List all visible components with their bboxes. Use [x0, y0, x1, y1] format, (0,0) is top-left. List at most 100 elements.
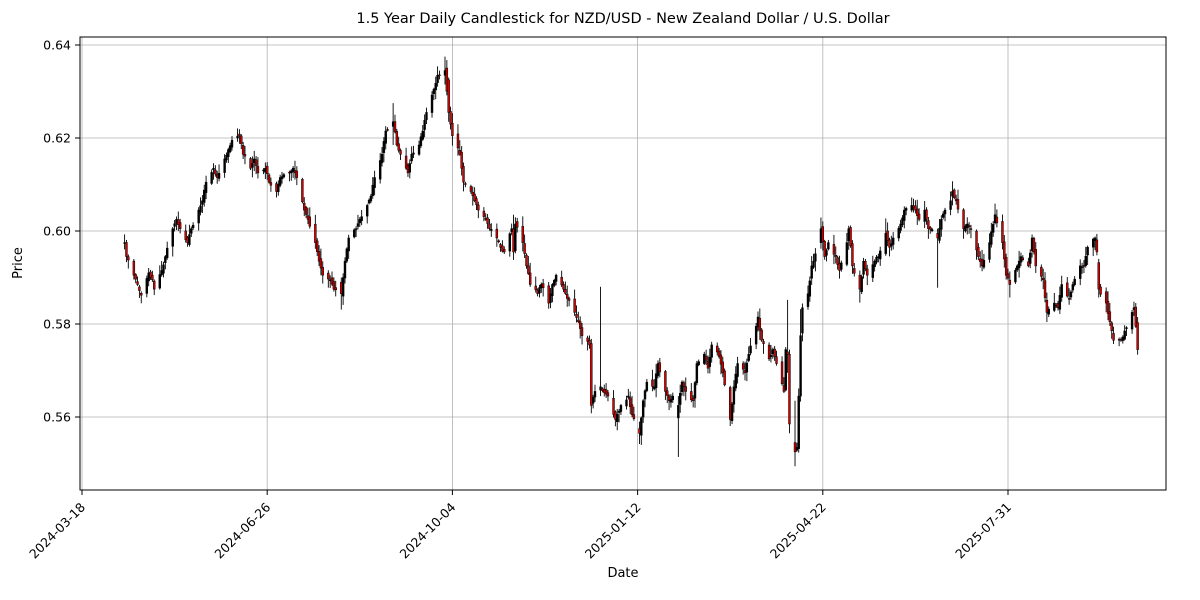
candle-up: [1029, 252, 1032, 264]
candle-up: [236, 135, 239, 139]
candle-up: [943, 209, 947, 215]
candle-up: [991, 224, 995, 233]
candle-down: [632, 414, 636, 419]
candle-down: [332, 281, 336, 290]
candle-up: [678, 392, 682, 405]
candle-down: [914, 205, 917, 211]
candle-down: [851, 243, 854, 267]
candle-up: [212, 167, 215, 170]
axis-ticks: 2024-03-18 2024-06-26 2024-10-04 2025-01-12…: [26, 38, 1014, 562]
candle-up: [373, 177, 376, 189]
candle-up: [217, 172, 221, 179]
candle-down: [690, 391, 693, 401]
candle-up: [282, 174, 286, 178]
candle-up: [875, 257, 878, 263]
candle-down: [956, 199, 960, 210]
candle-down: [1097, 262, 1100, 290]
candle-up: [549, 293, 552, 303]
candle-up: [508, 233, 512, 252]
candle-up: [277, 184, 280, 193]
candle-down: [1034, 249, 1037, 267]
candle-down: [317, 251, 321, 262]
candle-down: [321, 267, 324, 276]
candle-up: [223, 158, 226, 173]
candle-down: [399, 150, 402, 155]
x-axis-label: Date: [607, 566, 638, 581]
candle-down: [1027, 261, 1030, 267]
candle-up: [434, 83, 437, 91]
candle-down: [717, 350, 721, 357]
candle-down: [149, 271, 152, 278]
candle-down: [1108, 311, 1112, 322]
candle-up: [643, 390, 647, 400]
candle-up: [891, 237, 895, 245]
candle-down: [682, 382, 686, 387]
candle-up: [593, 391, 597, 398]
candle-down: [604, 389, 608, 395]
candle-down: [658, 362, 662, 373]
candle-up: [988, 242, 991, 260]
candle-down: [760, 329, 763, 341]
candle-up: [749, 345, 752, 354]
candle-up: [421, 130, 424, 140]
candle-up: [430, 94, 434, 113]
candle-down: [151, 274, 154, 281]
candle-up: [356, 223, 360, 227]
candle-up: [423, 120, 426, 130]
candle-up: [754, 326, 758, 345]
candle-up: [410, 154, 413, 162]
candle-up: [228, 145, 232, 152]
candle-up: [810, 265, 813, 279]
candle-up: [827, 242, 830, 250]
candle-up: [904, 208, 908, 211]
candle-up: [599, 386, 602, 391]
candle-up: [873, 260, 876, 267]
candle-up: [408, 163, 412, 173]
candle-up: [353, 229, 356, 238]
candle-down: [586, 337, 589, 342]
candle-down: [977, 246, 980, 257]
candle-down: [395, 131, 399, 146]
candle-up: [1058, 295, 1062, 310]
candle-down: [267, 174, 271, 183]
candle-up: [619, 405, 623, 412]
candle-up: [188, 234, 191, 245]
candle-up: [884, 233, 887, 254]
axes-frame: [79, 36, 1167, 491]
candle-up: [627, 395, 630, 398]
candle-down: [497, 240, 500, 242]
candle-up: [732, 386, 736, 405]
candle-up: [840, 262, 843, 270]
candle-down: [521, 226, 524, 243]
candle-down: [477, 204, 480, 211]
candle-up: [1086, 247, 1089, 256]
candle-up: [784, 349, 787, 391]
candle-down: [975, 230, 978, 251]
candle-up: [747, 353, 750, 361]
candle-up: [419, 136, 423, 146]
candle-up: [871, 264, 875, 278]
y-tick-label: 0.58: [43, 317, 71, 332]
candle-up: [736, 363, 739, 377]
chart-title: 1.5 Year Daily Candlestick for NZD/USD -…: [356, 11, 889, 27]
candle-up: [171, 228, 174, 247]
candle-down: [866, 268, 869, 276]
candle-down: [136, 281, 139, 285]
candle-down: [334, 287, 337, 291]
candle-down: [308, 216, 311, 227]
candle-down: [482, 210, 486, 217]
candle-up: [645, 381, 649, 391]
candle-down: [767, 344, 771, 360]
candle-down: [1106, 300, 1110, 314]
candle-up: [553, 279, 556, 286]
candle-down: [962, 209, 965, 229]
candle-up: [801, 307, 804, 334]
candle-up: [203, 189, 206, 203]
candle-down: [456, 133, 460, 149]
candle-up: [1073, 278, 1076, 285]
candle-down: [464, 183, 467, 185]
candle-up: [145, 278, 149, 294]
candle-up: [341, 277, 345, 297]
candle-up: [641, 400, 645, 418]
candle-down: [301, 179, 304, 203]
